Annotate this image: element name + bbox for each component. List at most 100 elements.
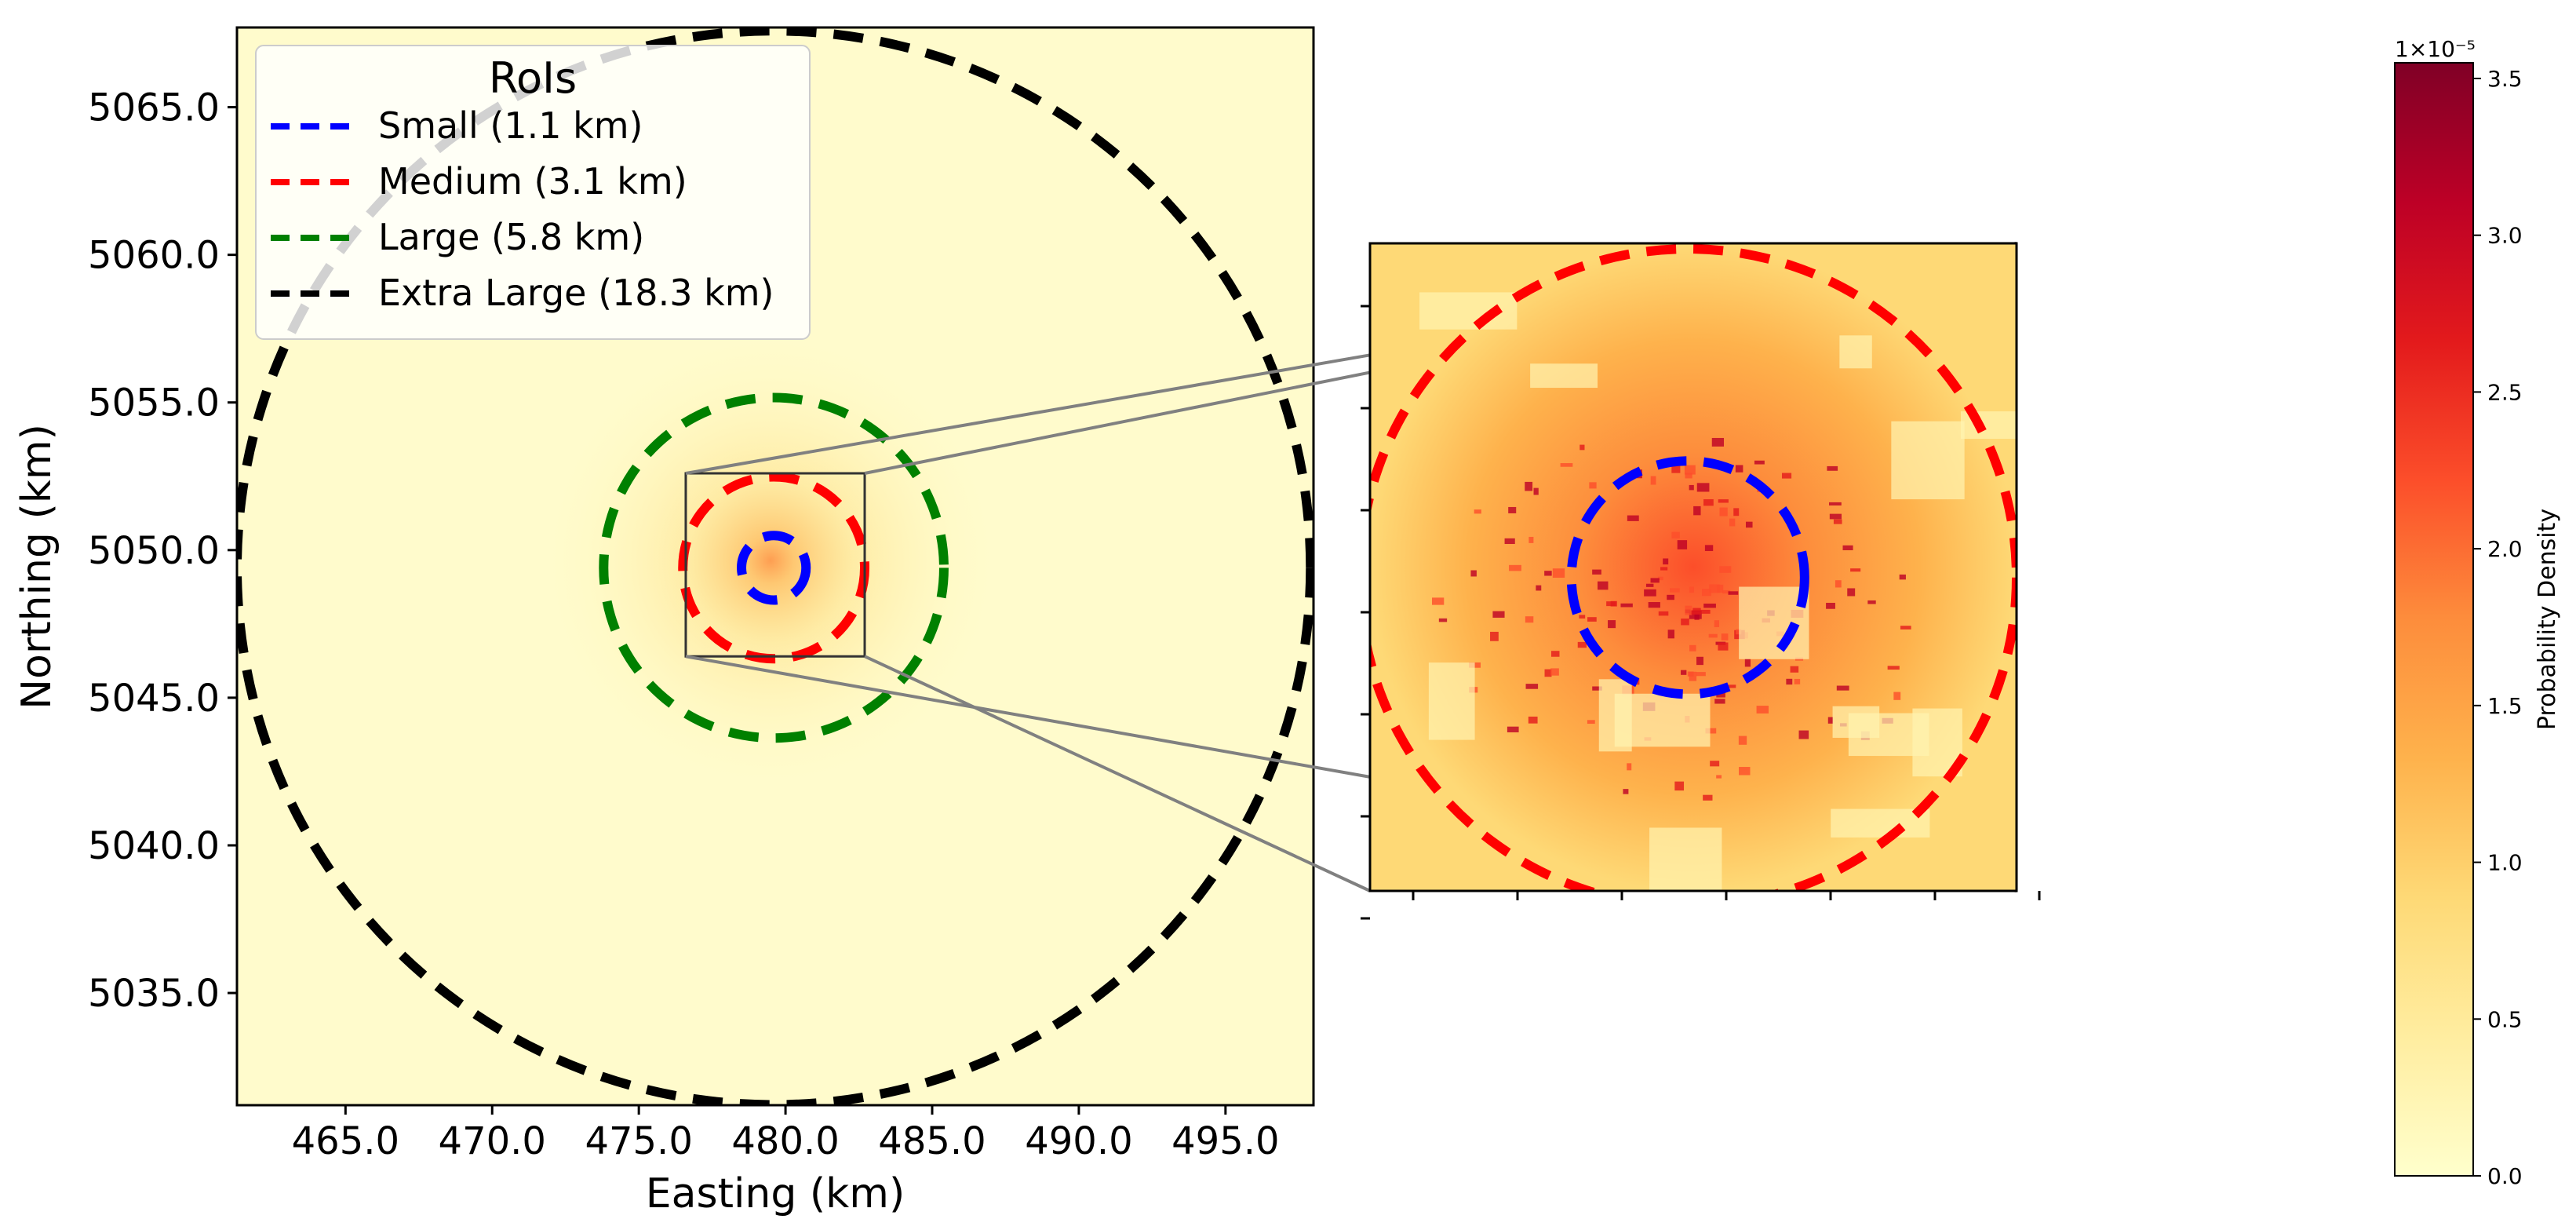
heat-speckle <box>1842 545 1853 551</box>
x-tick-label: 480.0 <box>731 1119 839 1163</box>
heat-speckle <box>1492 611 1505 618</box>
heat-speckle <box>1900 626 1911 630</box>
heat-speckle <box>1735 465 1743 473</box>
pale-patch <box>1614 693 1711 747</box>
legend-entry-label: Large (5.8 km) <box>378 216 644 258</box>
heat-speckle <box>1658 611 1669 616</box>
pale-patch <box>1649 827 1722 891</box>
roi-circle <box>599 392 949 743</box>
heat-speckle <box>1833 519 1842 524</box>
heat-speckle <box>1650 476 1656 485</box>
y-tick-label: 5065.0 <box>88 86 220 130</box>
heat-speckle <box>1739 767 1751 776</box>
x-tick-label: 465.0 <box>292 1119 399 1163</box>
heat-speckle <box>1533 487 1539 495</box>
legend-entries: Small (1.1 km) Medium (3.1 km) Large (5.8 … <box>271 104 774 314</box>
heat-speckle <box>1702 589 1711 597</box>
legend-title: RoIs <box>489 53 577 103</box>
inset-heat-field <box>1370 243 2017 891</box>
pale-patch <box>1831 808 1930 838</box>
y-tick-label: 5040.0 <box>88 824 220 868</box>
heat-speckle <box>1685 473 1692 479</box>
x-tick-label: 490.0 <box>1025 1119 1132 1163</box>
y-tick-label: 5060.0 <box>88 234 220 278</box>
heat-speckle <box>1544 571 1552 576</box>
heat-speckle <box>1681 670 1687 675</box>
legend-entry-label: Small (1.1 km) <box>378 104 643 147</box>
y-tick-label: 5050.0 <box>88 529 220 573</box>
colorbar-tick-label: 0.0 <box>2487 1163 2523 1189</box>
y-tick-label: 5045.0 <box>88 677 220 721</box>
heat-speckle <box>1700 609 1711 614</box>
inset-plot-frame <box>1368 242 2018 892</box>
heat-speckle <box>1703 499 1714 506</box>
colorbar-tick-label: 1.5 <box>2487 693 2523 719</box>
heat-speckle <box>1470 570 1477 577</box>
heat-speckle <box>1718 499 1729 503</box>
heat-speckle <box>1667 630 1674 639</box>
heat-speckle <box>1577 641 1587 648</box>
heat-speckle <box>1714 699 1725 704</box>
heat-speckle <box>1718 642 1729 651</box>
heat-speckle <box>1794 678 1801 684</box>
heat-speckle <box>1579 615 1586 619</box>
heat-speckle <box>1867 600 1876 604</box>
heat-speckle <box>1432 597 1445 605</box>
x-tick-label: 485.0 <box>878 1119 986 1163</box>
main-plot-frame <box>235 26 1315 1107</box>
y-axis-label: Northing (km) <box>13 424 60 710</box>
legend: RoIs Small (1.1 km) Medium (3.1 km) Large … <box>255 45 811 340</box>
heat-speckle <box>1674 781 1685 791</box>
y-tick-label: 5055.0 <box>88 381 220 425</box>
heat-speckle <box>1560 463 1573 467</box>
heat-speckle <box>1728 591 1739 595</box>
heat-speckle <box>1689 644 1696 651</box>
heat-speckle <box>1696 656 1703 666</box>
heat-speckle <box>1608 620 1616 629</box>
heat-speckle <box>1507 726 1519 732</box>
heat-speckle <box>1671 531 1680 538</box>
heat-speckle <box>1714 620 1720 628</box>
colorbar-tick-label: 2.5 <box>2487 379 2523 405</box>
x-tick-label: 470.0 <box>439 1119 546 1163</box>
heat-speckle <box>1644 589 1656 597</box>
heat-speckle <box>1597 581 1609 590</box>
heat-speckle <box>1536 585 1542 591</box>
heat-speckle <box>1645 583 1654 587</box>
heat-speckle <box>1610 600 1617 607</box>
heat-speckle <box>1836 685 1849 691</box>
heat-speckle <box>1899 574 1906 580</box>
heat-speckle <box>1703 794 1713 801</box>
heat-speckle <box>1786 678 1793 685</box>
heat-speckle <box>1736 629 1742 635</box>
heat-speckle <box>1696 672 1706 677</box>
heat-speckle <box>1893 692 1901 700</box>
heat-speckle <box>1850 568 1861 572</box>
heat-speckle <box>1525 616 1534 623</box>
heat-speckle <box>1704 545 1714 552</box>
x-tick-label: 495.0 <box>1171 1119 1279 1163</box>
heat-speckle <box>1719 566 1732 573</box>
heat-speckle <box>1733 508 1740 516</box>
inset-heat-texture <box>1419 292 2017 891</box>
heat-speckle <box>1790 666 1799 673</box>
heat-speckle <box>1592 569 1601 575</box>
heat-speckle <box>1509 564 1521 571</box>
heat-speckle <box>1550 651 1560 657</box>
inset-ticks <box>1361 305 2041 920</box>
heat-speckle <box>1729 518 1736 527</box>
heat-speckle <box>1490 631 1499 641</box>
heat-speckle <box>1687 671 1694 677</box>
heat-speckle <box>1592 686 1602 691</box>
heat-speckle <box>1847 588 1856 597</box>
heat-speckle <box>1587 720 1595 724</box>
heat-speckle <box>1657 576 1663 581</box>
colorbar-tick-label: 0.5 <box>2487 1006 2523 1032</box>
heat-speckle <box>1696 483 1710 492</box>
colorbar-exponent: 1×10⁻⁵ <box>2395 36 2476 62</box>
heat-speckle <box>1552 568 1565 578</box>
heat-speckle <box>1544 669 1552 677</box>
x-tick-label: 475.0 <box>585 1119 692 1163</box>
heat-speckle <box>1660 567 1668 571</box>
